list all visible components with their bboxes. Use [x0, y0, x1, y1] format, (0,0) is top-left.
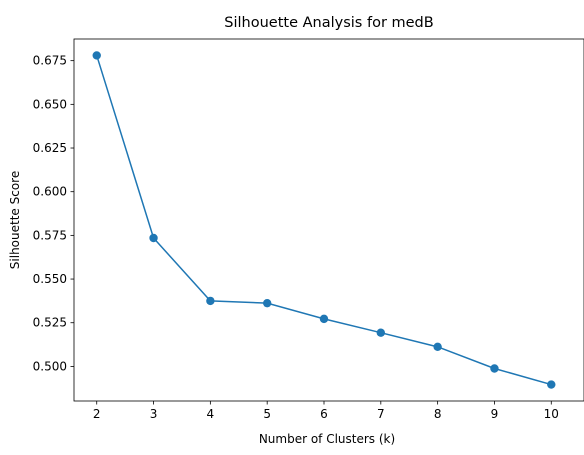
x-tick-label: 7 [377, 407, 385, 421]
data-point [93, 51, 101, 59]
x-tick-label: 4 [207, 407, 215, 421]
plot-frame [74, 39, 584, 401]
x-tick-label: 5 [263, 407, 271, 421]
x-tick-label: 10 [544, 407, 559, 421]
y-tick-label: 0.575 [33, 228, 67, 242]
data-point [490, 364, 498, 372]
data-point [320, 315, 328, 323]
x-tick-label: 2 [93, 407, 101, 421]
y-tick-label: 0.525 [33, 316, 67, 330]
y-tick-label: 0.550 [33, 272, 67, 286]
chart-title: Silhouette Analysis for medB [224, 15, 433, 31]
y-tick-label: 0.650 [33, 97, 67, 111]
x-axis-label: Number of Clusters (k) [259, 432, 395, 446]
x-tick-label: 9 [491, 407, 499, 421]
data-point [433, 343, 441, 351]
y-axis-label: Silhouette Score [8, 171, 22, 269]
x-axis: 2 3 4 5 6 7 8 9 10 [93, 401, 559, 421]
y-tick-label: 0.600 [33, 185, 67, 199]
x-tick-label: 8 [434, 407, 442, 421]
data-point [206, 297, 214, 305]
data-point [149, 234, 157, 242]
x-tick-label: 6 [320, 407, 328, 421]
y-axis: 0.500 0.525 0.550 0.575 0.600 0.625 0.650 0.675 [33, 54, 74, 374]
data-point [547, 380, 555, 388]
series-layer [93, 51, 556, 389]
y-tick-label: 0.675 [33, 54, 67, 68]
data-point [377, 328, 385, 336]
data-point [263, 299, 271, 307]
x-tick-label: 3 [150, 407, 158, 421]
y-tick-label: 0.500 [33, 359, 67, 373]
y-tick-label: 0.625 [33, 141, 67, 155]
series-line [97, 55, 552, 384]
